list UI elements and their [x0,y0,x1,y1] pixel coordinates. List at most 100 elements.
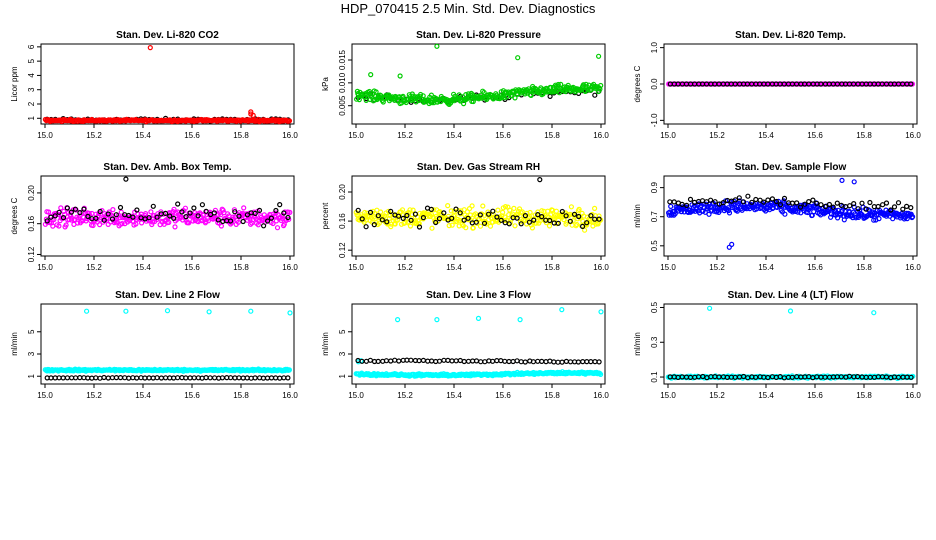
outlier-point [123,308,129,314]
y-tick-label: 0.015 [338,49,347,70]
data-point [875,203,881,210]
data-point [563,213,569,219]
data-point [547,217,553,224]
data-point [220,207,226,213]
data-point [745,193,751,199]
data-point [830,204,836,210]
y-tick-label: 5 [27,58,36,63]
outlier-point [559,307,565,313]
data-point [436,216,443,222]
data-point [420,357,426,363]
data-point [212,375,218,381]
panel-title: Stan. Dev. Line 3 Flow [426,290,531,301]
data-point [473,211,479,217]
panel-title: Stan. Dev. Line 2 Flow [115,290,220,301]
data-point [175,201,181,207]
data-point [93,215,99,221]
data-point [416,224,423,230]
series-cyan [665,305,916,381]
data-point [530,359,537,365]
data-point [83,218,89,224]
data-point [171,215,177,221]
y-tick-label: 6 [27,44,36,49]
data-point [96,222,103,228]
data-point [679,201,685,207]
data-point [270,220,276,227]
data-point [773,198,780,205]
data-point [842,204,849,210]
y-tick-label: 0.12 [338,242,347,258]
data-point [286,118,293,124]
data-point [113,375,120,381]
data-point [457,210,463,216]
y-axis-label: Licor ppm [10,66,19,101]
outlier-point [851,179,857,185]
data-point [668,203,674,209]
x-tick-label: 15.0 [37,391,53,400]
series-green [354,43,604,108]
data-point [171,206,177,212]
data-point [473,219,479,225]
data-point [749,199,755,205]
y-axis-label: percent [321,202,330,229]
x-tick-label: 15.2 [397,131,413,140]
data-point [518,359,524,365]
data-point [461,217,467,223]
x-tick-label: 15.2 [709,391,725,400]
outlier-point [434,43,440,49]
plot-frame [40,43,295,125]
data-point [851,201,857,207]
data-point [359,216,365,222]
data-point [908,205,914,211]
data-point [207,375,213,381]
y-tick-label: 0.16 [338,213,347,229]
data-point [355,207,361,213]
x-tick-label: 15.0 [348,263,364,272]
plot-frame [351,43,606,125]
data-point [732,197,739,203]
data-point [232,209,238,215]
y-tick-label: 3 [27,351,36,356]
y-axis-label: ml/min [10,332,19,356]
x-tick-label: 15.4 [135,263,151,272]
data-point [553,208,560,214]
data-point [867,199,873,206]
outlier-point [250,112,256,119]
x-tick-label: 16.0 [593,263,609,272]
data-point [186,220,192,226]
data-point [244,212,250,218]
data-point [818,202,824,208]
data-point [407,207,413,213]
data-point [281,210,287,216]
data-point [452,212,458,218]
data-point [175,375,181,381]
data-point [126,212,132,219]
data-point [834,215,841,221]
data-point [162,210,169,216]
data-point [118,209,124,215]
data-point [244,375,250,381]
data-point [109,375,116,381]
data-point [909,214,916,220]
x-tick-label: 15.8 [856,263,872,272]
data-point [388,358,394,364]
data-point [555,359,561,365]
data-point [212,207,218,213]
data-point [441,357,447,363]
data-point [507,207,513,213]
data-point [502,358,508,364]
x-tick-label: 15.6 [184,263,200,272]
x-tick-label: 15.0 [660,391,676,400]
data-point [576,206,582,212]
y-tick-label: 3 [27,87,36,92]
data-point [199,202,205,208]
data-point [579,223,586,229]
data-point [236,213,242,219]
data-point [85,213,91,219]
data-point [268,375,275,381]
data-point [575,359,582,365]
data-point [167,213,173,219]
data-point [385,208,392,214]
